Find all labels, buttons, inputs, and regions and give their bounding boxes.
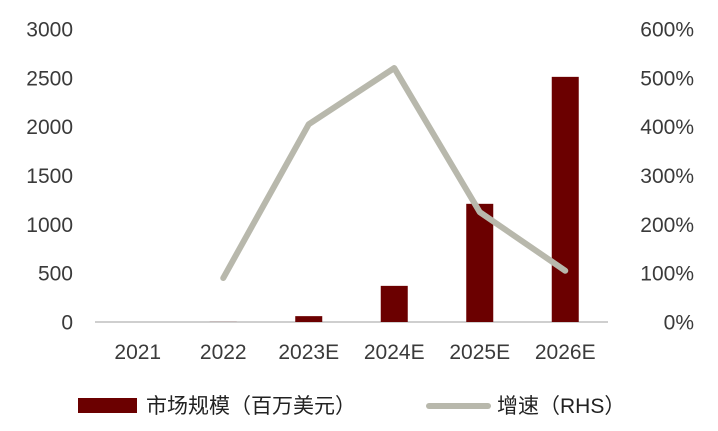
bar (551, 76, 579, 323)
left-tick-label: 2000 (26, 116, 73, 139)
right-tick-label: 600% (640, 19, 694, 42)
bar (295, 316, 323, 322)
legend-line-label: 增速（RHS） (497, 395, 625, 418)
bar (466, 203, 494, 322)
legend-bar-swatch (78, 398, 137, 413)
x-tick-label: 2022 (200, 341, 247, 364)
x-tick-label: 2026E (535, 341, 596, 364)
x-tick-label: 2025E (449, 341, 510, 364)
legend: 市场规模（百万美元） 增速（RHS） (78, 395, 625, 418)
left-tick-label: 1500 (26, 165, 73, 188)
right-tick-label: 200% (640, 214, 694, 237)
left-tick-label: 1000 (26, 214, 73, 237)
left-axis: 3000 2500 2000 1500 1000 500 0 (26, 19, 73, 335)
bar (380, 285, 408, 322)
legend-bar-label: 市场规模（百万美元） (146, 395, 356, 418)
x-tick-label: 2024E (364, 341, 425, 364)
left-tick-label: 500 (38, 263, 73, 286)
left-tick-label: 3000 (26, 19, 73, 42)
right-tick-label: 300% (640, 165, 694, 188)
right-axis: 600% 500% 400% 300% 200% 100% 0% (640, 19, 694, 335)
right-tick-label: 500% (640, 67, 694, 90)
x-axis: 2021 2022 2023E 2024E 2025E 2026E (114, 341, 595, 364)
left-tick-label: 0 (61, 312, 73, 335)
left-tick-label: 2500 (26, 67, 73, 90)
bar-series (209, 76, 579, 323)
x-tick-label: 2021 (114, 341, 161, 364)
right-tick-label: 400% (640, 116, 694, 139)
right-tick-label: 100% (640, 263, 694, 286)
right-tick-label: 0% (664, 312, 694, 335)
growth-line (220, 65, 569, 282)
x-tick-label: 2023E (278, 341, 339, 364)
